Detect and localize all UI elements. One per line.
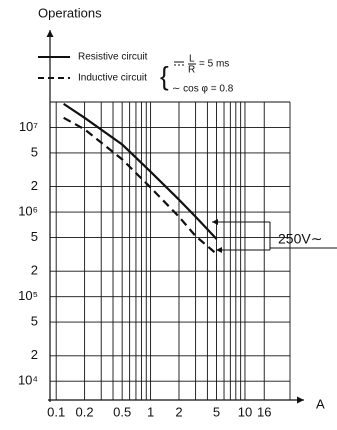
y-tick-label: 2 xyxy=(31,263,38,278)
curve xyxy=(63,102,218,240)
x-axis-label: A xyxy=(316,396,325,411)
x-tick-label: 10 xyxy=(238,404,252,419)
annotation: ∼ cos φ = 0.8 xyxy=(172,84,234,95)
legend: Resistive circuit Inductive circuit { L … xyxy=(38,52,234,95)
voltage-callout: 250V∼ xyxy=(212,219,337,253)
x-tick-label: 5 xyxy=(213,404,220,419)
x-tick-label: 0.1 xyxy=(47,404,65,419)
x-tick-label: 1 xyxy=(147,404,154,419)
legend-label: Resistive circuit xyxy=(78,52,148,63)
y-axis-label: Operations xyxy=(38,5,102,20)
y-tick-label: 5 xyxy=(31,144,38,159)
y-tick-label: 10⁵ xyxy=(18,288,38,303)
y-tick-label: 2 xyxy=(31,347,38,362)
annotation: L xyxy=(189,54,195,65)
y-tick-label: 2 xyxy=(31,178,38,193)
x-tick-label: 2 xyxy=(175,404,182,419)
brace: { xyxy=(160,61,169,91)
y-tick-label: 10⁷ xyxy=(19,119,38,134)
y-tick-label: 5 xyxy=(31,314,38,329)
y-tick-label: 5 xyxy=(31,229,38,244)
curve xyxy=(63,116,218,255)
annotation: R xyxy=(188,65,195,76)
annotation: = 5 ms xyxy=(199,59,229,70)
annotation: 250V∼ xyxy=(278,231,322,247)
x-tick-label: 0.2 xyxy=(76,404,94,419)
x-tick-label: 0.5 xyxy=(113,404,131,419)
y-tick-label: 10⁶ xyxy=(18,203,38,218)
legend-label: Inductive circuit xyxy=(78,73,147,84)
y-tick-label: 10⁴ xyxy=(18,373,38,388)
x-tick-label: 16 xyxy=(257,404,271,419)
